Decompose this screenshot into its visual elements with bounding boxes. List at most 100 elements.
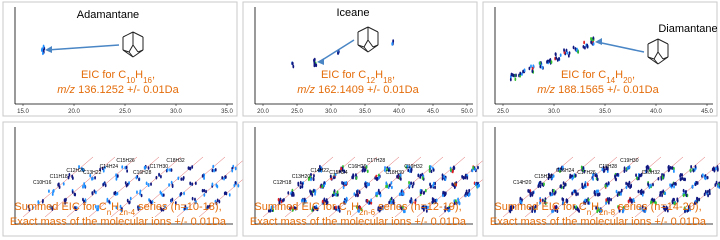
peak-spot [215, 183, 218, 188]
peak-spot [715, 180, 718, 185]
peak-spot [115, 173, 118, 177]
peak-spot [671, 183, 674, 187]
peak-spot [203, 176, 205, 180]
peak-spot [384, 168, 386, 172]
peak-spot [562, 197, 565, 202]
peak-spot [355, 176, 358, 180]
subscript: 2n-8 [599, 208, 616, 217]
peak-spot [115, 177, 118, 181]
peak-spot [221, 176, 224, 180]
x-tick-label: 45.0 [427, 109, 439, 115]
peak-spot [644, 209, 647, 214]
peak-spot [128, 181, 130, 185]
text-run: H [375, 69, 383, 81]
arrow-head [45, 46, 52, 53]
peak-spot [89, 173, 92, 178]
peak-spot [566, 199, 569, 203]
peak-spot [605, 198, 608, 202]
peak-spot [147, 183, 150, 188]
text-run: Summed EIC for C [494, 201, 586, 213]
x-tick-label: 40.0 [650, 109, 662, 115]
peak-spot [530, 64, 532, 68]
peak-spot [402, 205, 404, 209]
peak-spot [655, 201, 657, 205]
x-tick-label: 25.0 [497, 109, 509, 115]
peak-spot [508, 208, 511, 213]
peak-spot [662, 173, 665, 177]
x-tick-label: 25.0 [291, 109, 303, 115]
peak-spot [68, 172, 71, 177]
peak-spot [78, 165, 80, 169]
peak-spot [635, 173, 637, 177]
peak-spot [601, 167, 604, 172]
peak-spot [541, 65, 544, 70]
peak-spot [689, 207, 691, 212]
x-tick-label: 45.0 [701, 109, 713, 115]
peak-spot [635, 176, 638, 180]
peak-spot [368, 201, 371, 205]
label-text: EIC for C12H18, [321, 69, 395, 85]
peak-spot [203, 173, 206, 178]
peak-spot [566, 51, 569, 55]
peak-spot [462, 176, 465, 180]
peak-spot [512, 205, 515, 209]
peak-spot [325, 201, 328, 206]
bond [122, 31, 134, 38]
peak-spot [179, 192, 182, 196]
subscript: 12 [366, 76, 375, 85]
bond [372, 44, 379, 48]
peak-spot [99, 167, 102, 172]
peak-spot [299, 180, 302, 185]
text-run: H [615, 69, 623, 81]
peak-spot [428, 169, 431, 173]
series-line [634, 156, 706, 218]
peak-label: C18H32 [166, 158, 185, 164]
peak-spot [671, 166, 673, 170]
peak-spot [543, 182, 545, 186]
peak-spot [385, 181, 388, 186]
mz-value: 162.1409 +/- 0.01Da [315, 84, 420, 96]
peak-spot [94, 204, 97, 209]
peak-spot [91, 191, 94, 196]
peak-spot [74, 192, 77, 197]
peak-spot [162, 207, 165, 212]
peak-spot [211, 168, 214, 173]
peak-spot [559, 169, 561, 174]
series-line [44, 156, 116, 218]
peak-spot [713, 167, 716, 172]
peak-spot [528, 66, 531, 71]
peak-spot [408, 169, 411, 173]
peak-spot [681, 176, 684, 181]
peak-spot [287, 191, 290, 195]
peak-spot [528, 189, 530, 194]
compound-name: Diamantane [658, 23, 717, 35]
text-run: EIC for C [81, 69, 126, 81]
peak-spot [547, 176, 550, 181]
peak-spot [509, 206, 512, 210]
peak-spot [381, 206, 384, 211]
peak-spot [641, 207, 644, 212]
subscript: 14 [606, 76, 615, 85]
peak-spot [543, 200, 546, 205]
peak-spot [292, 64, 295, 69]
peak-label: C12H20 [66, 168, 85, 174]
compound-name: Adamantane [77, 9, 139, 21]
peak-spot [592, 173, 594, 177]
subscript: n [107, 208, 111, 217]
peak-spot [138, 205, 141, 210]
peak-spot [71, 174, 74, 179]
peak-spot [458, 201, 461, 205]
peak-spot [290, 205, 293, 210]
peak-spot [584, 201, 587, 206]
bond [647, 56, 659, 65]
peak-spot [550, 192, 553, 197]
peak-spot [215, 201, 218, 206]
peak-spot [597, 189, 600, 193]
peak-spot [523, 68, 526, 72]
peak-spot [312, 177, 315, 182]
panel-frame [482, 121, 718, 237]
peak-spot [124, 165, 127, 170]
peak-spot [592, 177, 595, 181]
peak-spot [714, 166, 717, 171]
peak-spot [402, 192, 405, 196]
